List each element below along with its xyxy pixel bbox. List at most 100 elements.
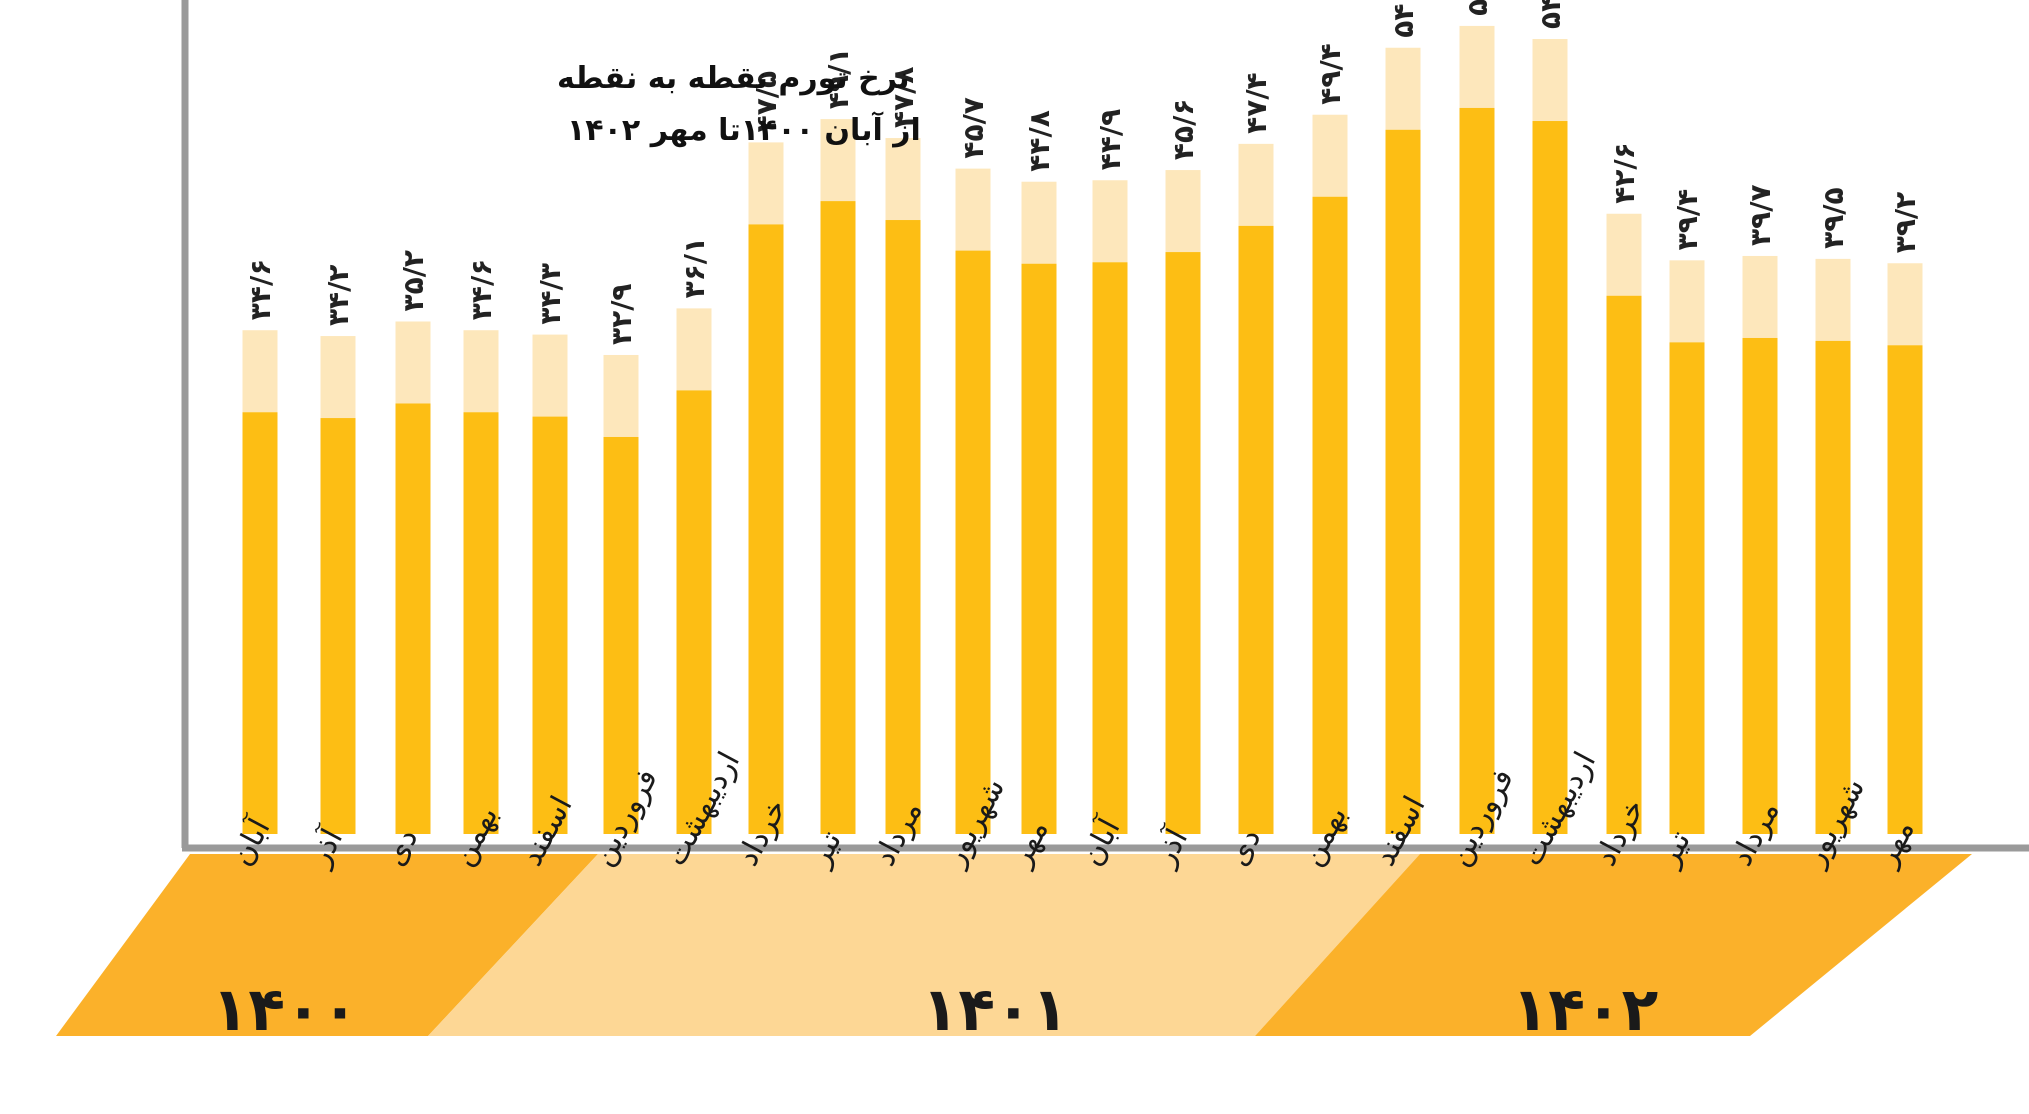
bar-top-0 [242, 330, 278, 413]
bar-main-7 [748, 224, 784, 834]
bar-15 [1312, 114, 1348, 835]
value-label-21: ۳۹/۷ [1744, 184, 1777, 246]
bars-group [242, 25, 1923, 835]
bar-5 [603, 354, 639, 834]
value-label-10: ۴۵/۷ [957, 97, 990, 159]
bar-0 [242, 330, 278, 834]
bar-6 [676, 308, 712, 834]
bar-top-15 [1312, 114, 1348, 197]
bar-main-12 [1092, 262, 1128, 835]
value-label-4: ۳۴/۳ [534, 263, 567, 325]
bar-13 [1165, 170, 1201, 835]
axes-group [181, 0, 2029, 852]
band-1400 [56, 854, 598, 1036]
bar-top-16 [1385, 47, 1421, 130]
bar-main-3 [463, 412, 499, 834]
bar-main-4 [532, 416, 568, 834]
band-1401 [428, 854, 1420, 1036]
value-label-6: ۳۶/۱ [678, 237, 711, 299]
bar-main-5 [603, 436, 639, 834]
bar-top-14 [1238, 143, 1274, 226]
bar-top-3 [463, 330, 499, 413]
value-label-16: ۵۴ [1387, 4, 1420, 38]
bar-7 [748, 142, 784, 834]
bar-19 [1606, 213, 1642, 834]
bar-main-14 [1238, 225, 1274, 834]
value-label-13: ۴۵/۶ [1167, 99, 1200, 161]
value-label-22: ۳۹/۵ [1817, 187, 1850, 249]
bar-17 [1459, 25, 1495, 835]
bar-main-20 [1669, 342, 1705, 834]
value-label-12: ۴۴/۹ [1094, 109, 1127, 171]
value-label-1: ۳۴/۲ [322, 265, 355, 327]
title-line-2: از آبان ۱۴۰۰تا مهر ۱۴۰۲ [567, 111, 921, 148]
bar-top-2 [395, 321, 431, 404]
bar-top-4 [532, 334, 568, 417]
bar-main-0 [242, 412, 278, 834]
bar-main-13 [1165, 252, 1201, 835]
bar-top-13 [1165, 170, 1201, 253]
bar-main-15 [1312, 196, 1348, 835]
value-label-14: ۴۷/۴ [1240, 72, 1273, 134]
value-label-7: ۴۷/۵ [750, 71, 783, 133]
year-label-۱۴۰۰: ۱۴۰۰ [212, 975, 358, 1045]
bar-top-19 [1606, 213, 1642, 296]
bar-top-8 [820, 119, 856, 202]
value-label-8: ۴۹/۱ [822, 48, 855, 110]
bar-top-17 [1459, 25, 1495, 108]
band-1402 [1255, 854, 1972, 1036]
bar-main-9 [885, 220, 921, 835]
bar-21 [1742, 255, 1778, 834]
value-label-3: ۳۴/۶ [465, 259, 498, 321]
bar-12 [1092, 180, 1128, 835]
value-label-5: ۳۲/۹ [605, 283, 638, 345]
bar-top-21 [1742, 255, 1778, 338]
title-line-1: نرخ تورم نقطه به نقطه [557, 61, 910, 96]
bar-top-6 [676, 308, 712, 391]
value-label-15: ۴۹/۴ [1314, 43, 1347, 105]
bar-14 [1238, 143, 1274, 834]
value-label-2: ۳۵/۲ [397, 250, 430, 312]
year-bands [56, 854, 1972, 1036]
bar-10 [955, 168, 991, 834]
bar-top-18 [1532, 39, 1568, 122]
bar-20 [1669, 260, 1705, 834]
bar-top-23 [1887, 263, 1923, 346]
bar-main-23 [1887, 345, 1923, 834]
bar-2 [395, 321, 431, 834]
year-label-۱۴۰۱: ۱۴۰۱ [922, 975, 1068, 1045]
bar-top-11 [1021, 181, 1057, 264]
bar-top-20 [1669, 260, 1705, 343]
bar-main-6 [676, 390, 712, 834]
chart-title: نرخ تورم نقطه به نقطه از آبان ۱۴۰۰تا مهر… [557, 61, 921, 148]
bar-main-19 [1606, 295, 1642, 834]
bar-23 [1887, 263, 1923, 834]
bar-top-10 [955, 168, 991, 251]
value-label-17: ۵۵/۵ [1461, 0, 1494, 16]
value-label-9: ۴۷/۸ [887, 67, 920, 129]
bar-11 [1021, 181, 1057, 834]
value-label-0: ۳۴/۶ [244, 259, 277, 321]
bar-main-1 [320, 418, 356, 834]
bar-22 [1815, 258, 1851, 834]
bar-top-7 [748, 142, 784, 225]
year-label-۱۴۰۲: ۱۴۰۲ [1512, 975, 1658, 1045]
bar-top-5 [603, 354, 639, 437]
value-label-18: ۵۴/۶ [1534, 0, 1567, 29]
bar-top-1 [320, 336, 356, 419]
bar-main-18 [1532, 121, 1568, 835]
value-label-11: ۴۴/۸ [1023, 110, 1056, 172]
bar-top-22 [1815, 258, 1851, 341]
bar-main-16 [1385, 129, 1421, 834]
value-label-23: ۳۹/۲ [1889, 192, 1922, 254]
bar-main-17 [1459, 107, 1495, 835]
bar-8 [820, 119, 856, 834]
bar-9 [885, 138, 921, 835]
bar-main-11 [1021, 263, 1057, 834]
value-label-20: ۳۹/۴ [1671, 189, 1704, 251]
value-label-19: ۴۲/۶ [1608, 142, 1641, 204]
bar-main-22 [1815, 340, 1851, 834]
bar-main-8 [820, 201, 856, 834]
bar-4 [532, 334, 568, 834]
